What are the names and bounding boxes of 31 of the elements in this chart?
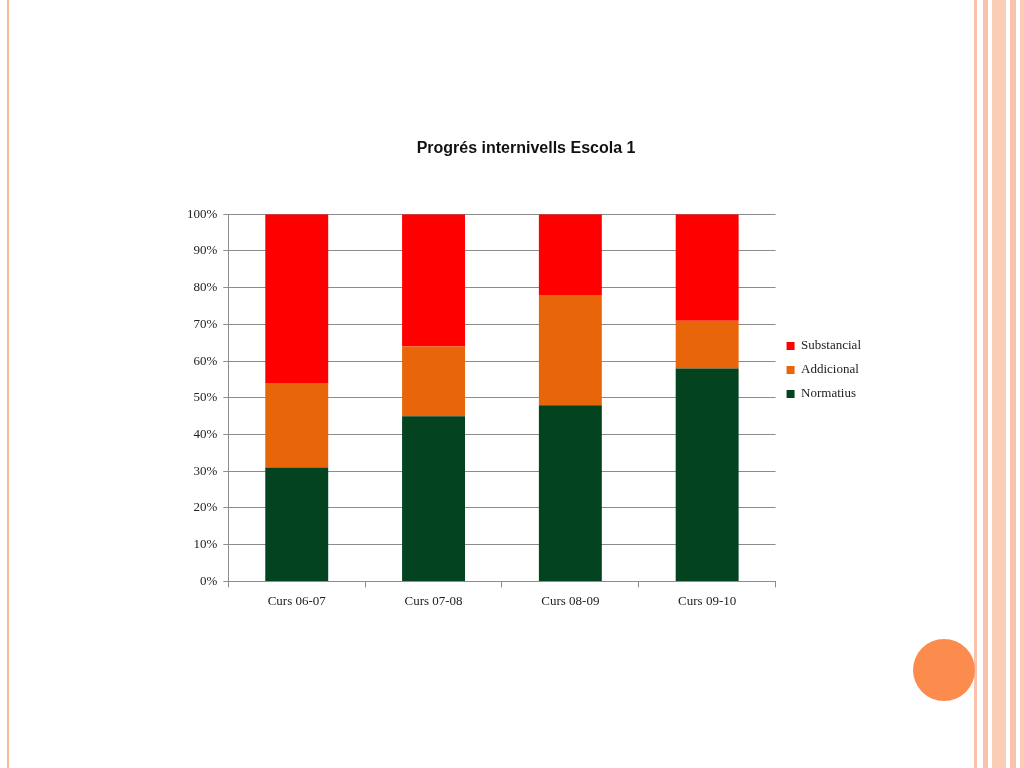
bar [402,346,466,417]
bar [265,383,329,468]
legend-label: Substancial [801,337,862,353]
x-tick-label: Curs 09-10 [678,592,737,608]
bar [538,405,602,581]
bar [675,368,739,581]
bar [675,320,739,369]
legend-label: Normatius [801,385,856,401]
bar [265,467,329,581]
y-tick-label: 20% [193,499,218,515]
y-tick-label: 90% [193,242,218,258]
bar [675,214,739,321]
y-tick-label: 80% [193,279,218,295]
bar [265,214,329,384]
x-tick-label: Curs 08-09 [541,592,600,608]
y-tick-label: 40% [193,425,218,441]
y-tick-label: 70% [193,315,218,331]
x-tick-label: Curs 07-08 [404,592,463,608]
y-tick-label: 60% [193,352,218,368]
y-tick-label: 0% [199,572,218,588]
y-tick-label: 30% [193,462,218,478]
y-tick-label: 10% [193,536,218,552]
legend-label: Addicional [801,361,860,377]
y-tick-label: 50% [193,389,218,405]
y-tick-label: 100% [186,205,218,221]
bar [402,214,466,347]
bar [402,416,466,581]
bar [538,214,602,295]
bar [538,294,602,406]
x-tick-label: Curs 06-07 [267,592,327,608]
chart-title: Progrés internivells Escola 1 [416,139,636,157]
